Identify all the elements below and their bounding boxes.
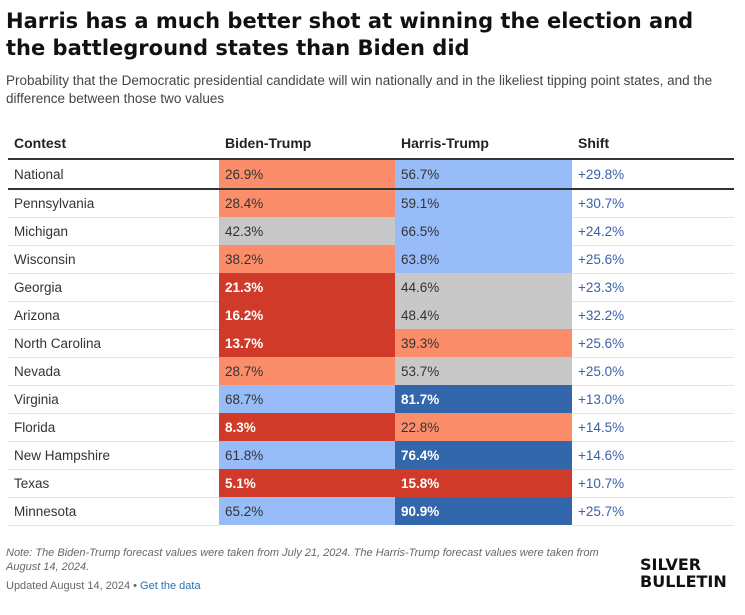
shift-cell: +14.6% xyxy=(572,441,734,470)
shift-cell: +30.7% xyxy=(572,189,734,218)
column-header-shift[interactable]: Shift xyxy=(572,128,734,160)
logo-line-1: SILVER xyxy=(640,555,702,574)
harris-trump-cell: 53.7% xyxy=(395,357,572,385)
harris-trump-cell: 66.5% xyxy=(395,217,572,245)
table-row: National 26.9% 56.7% +29.8% xyxy=(8,159,734,190)
table-row: Georgia 21.3% 44.6% +23.3% xyxy=(8,273,734,302)
results-table: Contest Biden-Trump Harris-Trump Shift N… xyxy=(8,128,734,526)
contest-cell: Texas xyxy=(8,469,219,498)
biden-trump-cell: 28.7% xyxy=(219,357,395,385)
shift-cell: +10.7% xyxy=(572,469,734,498)
harris-trump-cell: 59.1% xyxy=(395,189,572,217)
column-header-biden-trump[interactable]: Biden-Trump xyxy=(219,128,395,160)
contest-cell: Virginia xyxy=(8,385,219,414)
biden-trump-cell: 16.2% xyxy=(219,301,395,329)
harris-trump-cell: 44.6% xyxy=(395,273,572,301)
separator-dot: • xyxy=(133,580,138,592)
biden-trump-cell: 38.2% xyxy=(219,245,395,273)
column-header-contest[interactable]: Contest xyxy=(8,128,219,160)
harris-trump-cell: 56.7% xyxy=(395,159,572,190)
shift-cell: +23.3% xyxy=(572,273,734,302)
shift-cell: +13.0% xyxy=(572,385,734,414)
harris-trump-cell: 48.4% xyxy=(395,301,572,329)
table-body: National 26.9% 56.7% +29.8% Pennsylvania 28.4… xyxy=(8,159,734,526)
harris-trump-cell: 76.4% xyxy=(395,441,572,469)
biden-trump-cell: 42.3% xyxy=(219,217,395,245)
shift-cell: +25.6% xyxy=(572,245,734,274)
harris-trump-cell: 15.8% xyxy=(395,469,572,497)
contest-cell: Georgia xyxy=(8,273,219,302)
shift-cell: +14.5% xyxy=(572,413,734,442)
harris-trump-cell: 63.8% xyxy=(395,245,572,273)
table-row: Nevada 28.7% 53.7% +25.0% xyxy=(8,357,734,386)
chart-subtitle: Probability that the Democratic presiden… xyxy=(6,73,713,106)
contest-cell: New Hampshire xyxy=(8,441,219,470)
table-row: Minnesota 65.2% 90.9% +25.7% xyxy=(8,497,734,526)
contest-cell: Pennsylvania xyxy=(8,189,219,218)
biden-trump-cell: 28.4% xyxy=(219,189,395,217)
table-row: North Carolina 13.7% 39.3% +25.6% xyxy=(8,329,734,358)
table-row: Michigan 42.3% 66.5% +24.2% xyxy=(8,217,734,246)
contest-cell: North Carolina xyxy=(8,329,219,358)
table-header-row: Contest Biden-Trump Harris-Trump Shift xyxy=(8,128,734,160)
contest-cell: Michigan xyxy=(8,217,219,246)
harris-trump-cell: 39.3% xyxy=(395,329,572,357)
chart-title: Harris has a much better shot at winning… xyxy=(6,9,694,60)
logo-line-2: BULLETIN xyxy=(640,572,727,591)
contest-cell: National xyxy=(8,159,219,190)
contest-cell: Minnesota xyxy=(8,497,219,526)
column-header-harris-trump[interactable]: Harris-Trump xyxy=(395,128,572,160)
biden-trump-cell: 61.8% xyxy=(219,441,395,469)
table-row: Virginia 68.7% 81.7% +13.0% xyxy=(8,385,734,414)
updated-line: Updated August 14, 2024 • Get the data xyxy=(6,580,201,592)
biden-trump-cell: 13.7% xyxy=(219,329,395,357)
shift-cell: +24.2% xyxy=(572,217,734,246)
silver-bulletin-logo: SILVER BULLETIN xyxy=(640,556,740,590)
table-row: Texas 5.1% 15.8% +10.7% xyxy=(8,469,734,498)
table-row: Florida 8.3% 22.8% +14.5% xyxy=(8,413,734,442)
footnote: Note: The Biden-Trump forecast values we… xyxy=(6,547,599,573)
table-row: New Hampshire 61.8% 76.4% +14.6% xyxy=(8,441,734,470)
updated-date: Updated August 14, 2024 xyxy=(6,580,131,592)
contest-cell: Florida xyxy=(8,413,219,442)
harris-trump-cell: 90.9% xyxy=(395,497,572,525)
biden-trump-cell: 21.3% xyxy=(219,273,395,301)
harris-trump-cell: 22.8% xyxy=(395,413,572,441)
biden-trump-cell: 68.7% xyxy=(219,385,395,413)
table-row: Arizona 16.2% 48.4% +32.2% xyxy=(8,301,734,330)
table-row: Wisconsin 38.2% 63.8% +25.6% xyxy=(8,245,734,274)
table-row: Pennsylvania 28.4% 59.1% +30.7% xyxy=(8,189,734,218)
biden-trump-cell: 65.2% xyxy=(219,497,395,525)
contest-cell: Arizona xyxy=(8,301,219,330)
biden-trump-cell: 8.3% xyxy=(219,413,395,441)
contest-cell: Wisconsin xyxy=(8,245,219,274)
biden-trump-cell: 26.9% xyxy=(219,159,395,190)
get-the-data-link[interactable]: Get the data xyxy=(140,580,201,592)
shift-cell: +25.7% xyxy=(572,497,734,526)
harris-trump-cell: 81.7% xyxy=(395,385,572,413)
shift-cell: +29.8% xyxy=(572,159,734,190)
biden-trump-cell: 5.1% xyxy=(219,469,395,497)
contest-cell: Nevada xyxy=(8,357,219,386)
shift-cell: +32.2% xyxy=(572,301,734,330)
shift-cell: +25.6% xyxy=(572,329,734,358)
shift-cell: +25.0% xyxy=(572,357,734,386)
